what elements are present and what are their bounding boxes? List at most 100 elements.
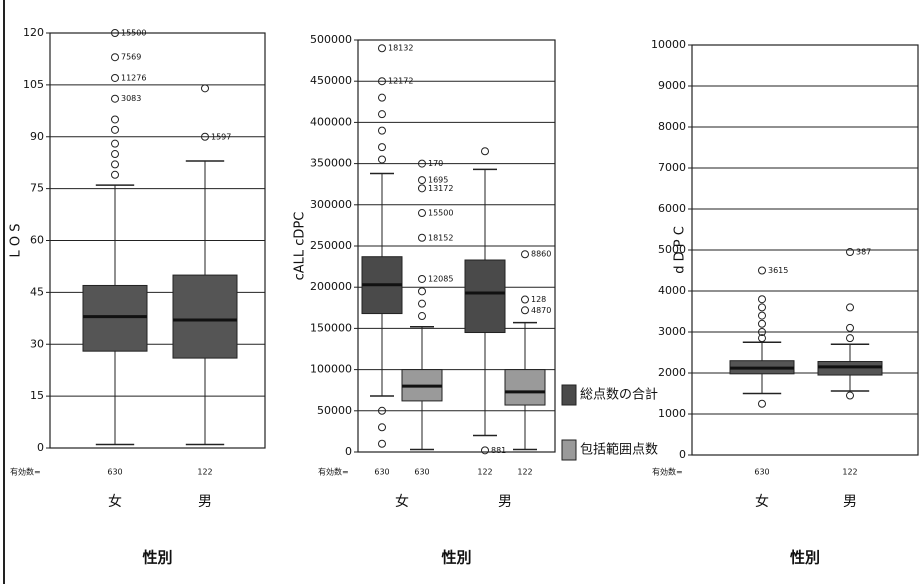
outlier-label: 12085: [428, 274, 453, 283]
outlier-label: 881: [491, 446, 506, 455]
x-axis-label: 性別: [790, 549, 820, 567]
y-tick-label: 50000: [317, 404, 352, 417]
outlier: [481, 147, 489, 156]
outlier-label: 1695: [428, 176, 448, 185]
outlier: [418, 176, 426, 185]
outlier: [846, 391, 854, 400]
y-tick-label: 6000: [658, 202, 686, 215]
y-tick-label: 400000: [310, 115, 352, 128]
outlier: [418, 287, 426, 296]
y-tick-label: 8000: [658, 120, 686, 133]
n-count: 122: [842, 468, 857, 477]
outlier: [111, 94, 119, 103]
outlier-label: 387: [856, 248, 871, 257]
outlier: [758, 334, 766, 343]
x-axis-label: 性別: [142, 549, 172, 567]
outlier: [378, 155, 386, 164]
n-count: 630: [374, 468, 389, 477]
n-label: 有効数=: [318, 467, 349, 477]
outlier: [846, 334, 854, 343]
category-label: 男: [843, 494, 857, 510]
y-axis-label: cALL cDPC: [293, 212, 308, 281]
box: [82, 284, 148, 352]
outlier-label: 18132: [388, 44, 413, 53]
legend-swatch: [561, 384, 577, 406]
y-tick-label: 30: [30, 337, 44, 350]
legend-label: 総点数の合計: [580, 387, 658, 403]
outlier: [418, 312, 426, 321]
outlier: [201, 84, 209, 93]
outlier: [111, 115, 119, 124]
outlier: [111, 150, 119, 159]
outlier-label: 12172: [388, 77, 413, 86]
category-label: 男: [198, 494, 212, 510]
y-tick-label: 300000: [310, 198, 352, 211]
outlier: [378, 126, 386, 135]
y-tick-label: 120: [23, 26, 44, 39]
box: [464, 259, 506, 334]
y-tick-label: 4000: [658, 284, 686, 297]
outlier-label: 1597: [211, 132, 231, 141]
y-tick-label: 100000: [310, 363, 352, 376]
y-tick-label: 15: [30, 389, 44, 402]
y-tick-label: 1000: [658, 407, 686, 420]
y-tick-label: 3000: [658, 325, 686, 338]
box: [504, 369, 546, 406]
outlier: [521, 250, 529, 259]
y-tick-label: 75: [30, 182, 44, 195]
y-tick-label: 0: [345, 445, 352, 458]
outlier: [378, 44, 386, 53]
y-tick-label: 5000: [658, 243, 686, 256]
outlier-label: 11276: [121, 73, 146, 82]
outlier: [758, 311, 766, 320]
n-count: 122: [197, 468, 212, 477]
outlier-label: 7569: [121, 53, 141, 62]
outlier: [378, 93, 386, 102]
y-tick-label: 250000: [310, 239, 352, 252]
outlier: [758, 399, 766, 408]
n-label: 有効数=: [10, 467, 41, 477]
y-tick-label: 150000: [310, 321, 352, 334]
n-count: 630: [414, 468, 429, 477]
outlier: [758, 295, 766, 304]
outlier: [111, 29, 119, 37]
legend-swatch: [561, 439, 577, 461]
y-tick-label: 450000: [310, 74, 352, 87]
n-count: 630: [107, 468, 122, 477]
outlier: [758, 303, 766, 312]
outlier: [111, 160, 119, 169]
y-tick-label: 60: [30, 234, 44, 247]
category-label: 女: [395, 493, 409, 510]
outlier: [418, 274, 426, 283]
outlier: [758, 319, 766, 328]
y-axis-label: d D P C: [673, 226, 688, 274]
y-tick-label: 350000: [310, 157, 352, 170]
y-tick-label: 10000: [651, 38, 686, 51]
outlier-label: 3615: [768, 266, 788, 275]
y-tick-label: 9000: [658, 79, 686, 92]
outlier: [418, 299, 426, 308]
legend-label: 包括範囲点数: [580, 443, 658, 458]
x-axis-label: 性別: [441, 549, 471, 567]
outlier-label: 15500: [121, 29, 146, 38]
outlier: [418, 159, 426, 168]
outlier-label: 4870: [531, 306, 551, 315]
outlier: [378, 143, 386, 152]
category-label: 男: [498, 494, 512, 510]
n-count: 122: [477, 468, 492, 477]
outlier: [521, 306, 529, 315]
y-tick-label: 7000: [658, 161, 686, 174]
category-label: 女: [108, 493, 122, 510]
category-label: 女: [755, 493, 769, 510]
outlier: [846, 248, 854, 257]
outlier: [378, 77, 386, 86]
outlier: [201, 132, 209, 141]
y-tick-label: 45: [30, 285, 44, 298]
outlier: [111, 125, 119, 134]
outlier-label: 170: [428, 159, 443, 168]
outlier: [111, 53, 119, 62]
y-tick-label: 0: [37, 441, 44, 454]
outlier: [378, 439, 386, 448]
outlier: [418, 209, 426, 218]
